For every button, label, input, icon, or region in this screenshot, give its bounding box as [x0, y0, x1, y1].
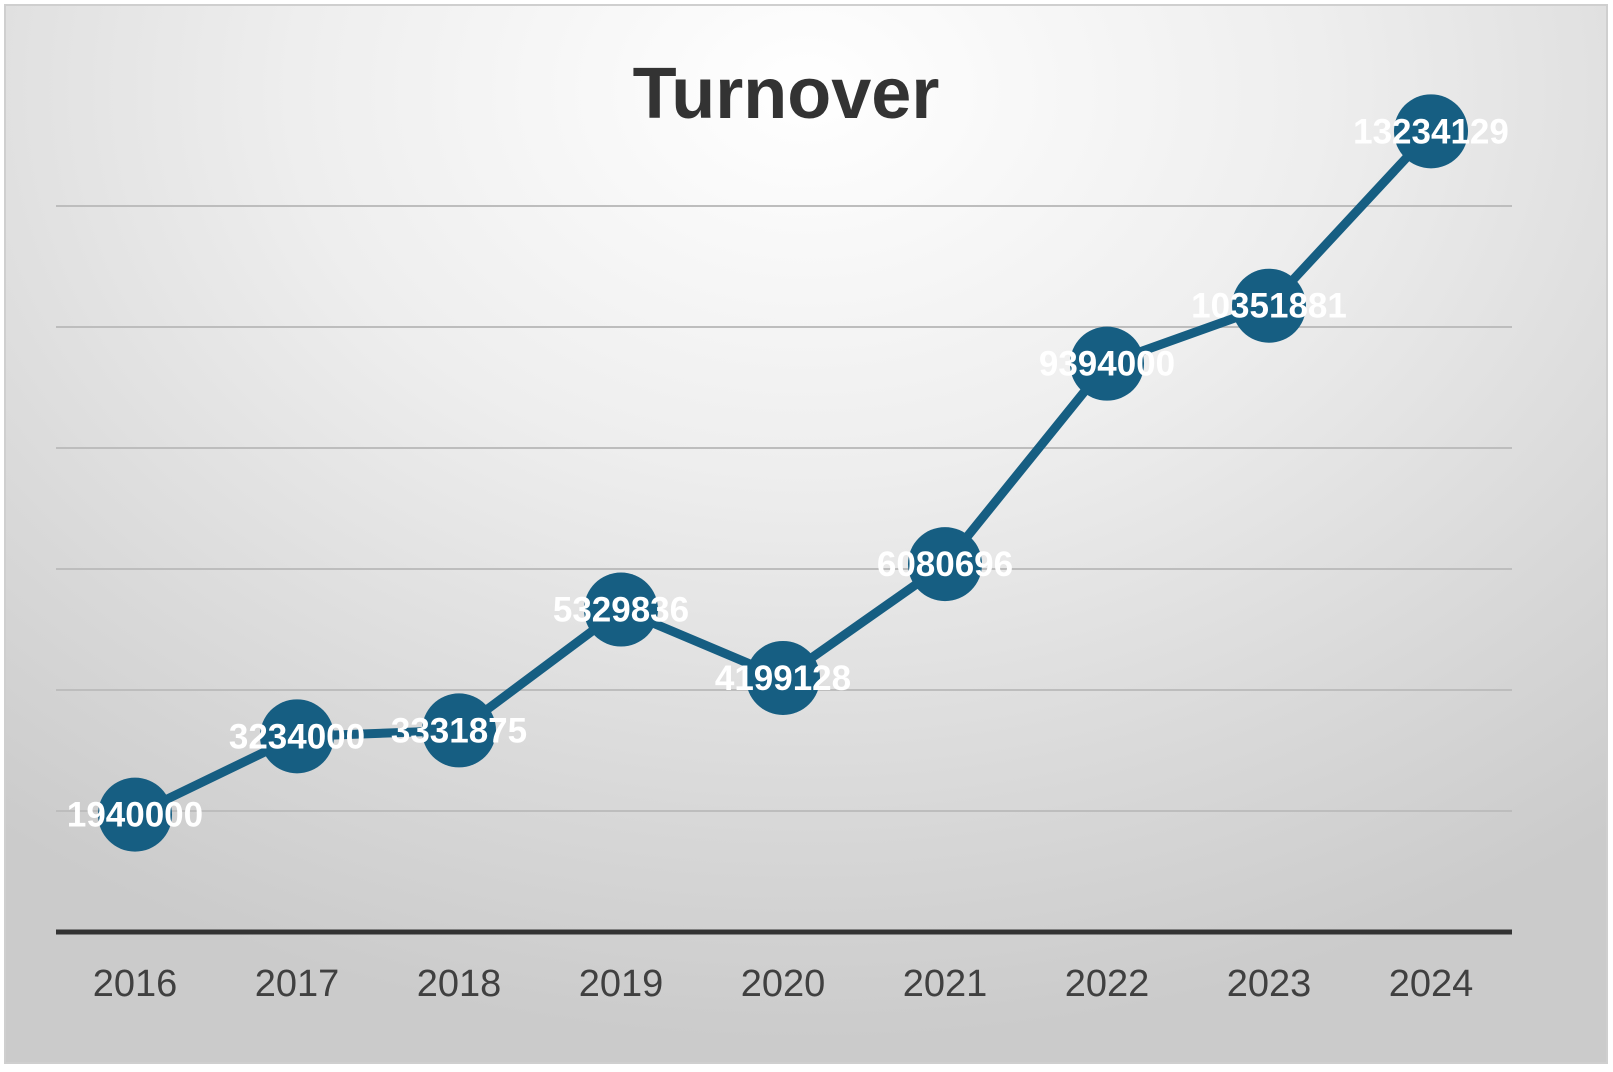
line-chart: Turnover 2016 2017 2018 2019 2020 2021 2022 202…	[56, 54, 1512, 1005]
data-point-marker	[908, 527, 982, 602]
data-label: 13234129	[1353, 112, 1509, 151]
x-tick-label: 2018	[417, 963, 502, 1005]
data-label: 1940000	[67, 796, 203, 835]
x-tick-label: 2016	[93, 963, 178, 1005]
data-label: 9394000	[1039, 345, 1175, 384]
x-tick-label: 2019	[579, 963, 664, 1005]
data-point-marker	[422, 693, 496, 768]
data-point-marker	[260, 699, 334, 774]
x-tick-label: 2022	[1065, 963, 1150, 1005]
data-label: 10351881	[1191, 287, 1347, 326]
data-point-marker	[746, 640, 820, 715]
data-point-marker	[98, 777, 172, 852]
x-tick-label: 2020	[741, 963, 826, 1005]
chart-container: Turnover 2016 2017 2018 2019 2020 2021 2022 202…	[4, 4, 1608, 1064]
data-point-marker	[1070, 326, 1144, 401]
x-axis-ticks: 2016 2017 2018 2019 2020 2021 2022 2023 2024	[93, 963, 1474, 1005]
x-tick-label: 2017	[255, 963, 340, 1005]
x-tick-label: 2021	[903, 963, 988, 1005]
data-label: 6080696	[877, 545, 1013, 584]
data-labels: 1940000 3234000 3331875 5329836 4199128 60806…	[67, 112, 1509, 834]
data-label: 3331875	[391, 711, 527, 750]
data-point-marker	[1232, 268, 1306, 343]
data-label: 5329836	[553, 591, 689, 630]
chart-title: Turnover	[633, 54, 940, 134]
data-label: 3234000	[229, 717, 365, 756]
data-point-marker	[1394, 94, 1468, 169]
data-label: 4199128	[715, 659, 851, 698]
gridlines	[56, 205, 1512, 812]
data-markers	[98, 94, 1468, 852]
data-point-marker	[584, 572, 658, 647]
x-tick-label: 2023	[1227, 963, 1312, 1005]
x-tick-label: 2024	[1389, 963, 1474, 1005]
